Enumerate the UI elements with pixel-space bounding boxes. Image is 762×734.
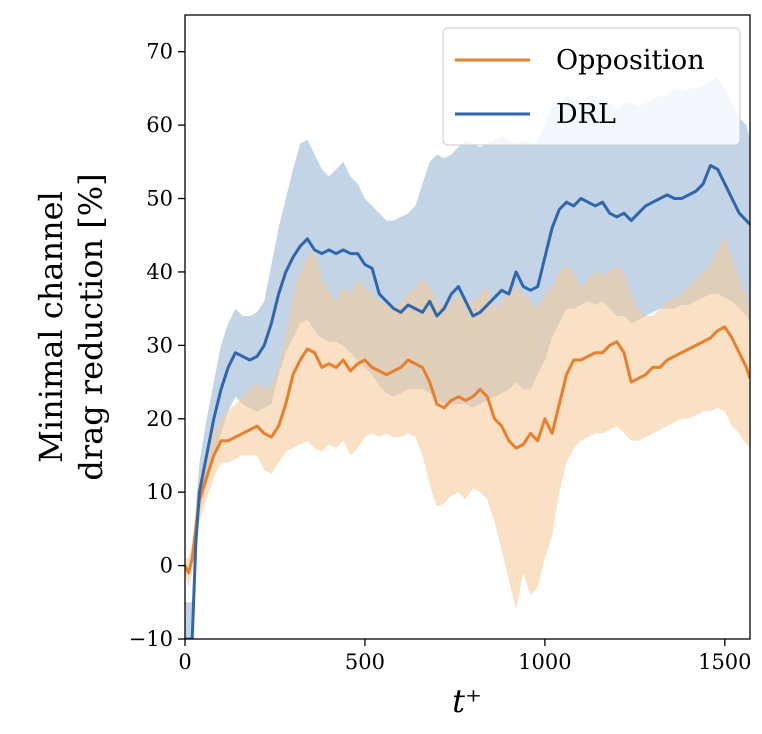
legend-label-opposition: Opposition bbox=[556, 45, 705, 76]
y-axis: −10 0 10 20 30 40 50 60 70 bbox=[129, 40, 185, 651]
plot-frame bbox=[184, 14, 751, 640]
x-axis-label: t⁺ bbox=[452, 682, 482, 720]
series-lines bbox=[185, 164, 750, 639]
x-tick-label: 500 bbox=[345, 650, 385, 674]
y-axis-label-line-1: Minimal channel bbox=[32, 191, 70, 463]
band-opposition bbox=[185, 235, 750, 610]
y-tick-label: 0 bbox=[160, 554, 173, 578]
y-tick-label: −10 bbox=[129, 627, 173, 651]
confidence-bands bbox=[185, 77, 750, 639]
x-tick-label: 1500 bbox=[698, 650, 751, 674]
y-axis-label: Minimal channel drag reduction [%] bbox=[32, 173, 110, 480]
x-tick-label: 0 bbox=[178, 650, 191, 674]
legend-box bbox=[442, 27, 741, 146]
x-tick-label: 1000 bbox=[518, 650, 571, 674]
legend-label-drl: DRL bbox=[556, 99, 616, 130]
line-opposition bbox=[185, 325, 750, 575]
y-tick-label: 30 bbox=[146, 333, 173, 357]
y-tick-label: 10 bbox=[146, 480, 173, 504]
y-tick-label: 70 bbox=[146, 40, 173, 64]
line-drl bbox=[185, 164, 750, 639]
x-axis: 0 500 1000 1500 bbox=[178, 639, 752, 674]
y-tick-label: 20 bbox=[146, 407, 173, 431]
y-axis-label-line-2: drag reduction [%] bbox=[72, 173, 110, 480]
y-tick-label: 50 bbox=[146, 187, 173, 211]
y-tick-label: 60 bbox=[146, 113, 173, 137]
legend: Opposition DRL bbox=[442, 27, 741, 146]
y-tick-label: 40 bbox=[146, 260, 173, 284]
